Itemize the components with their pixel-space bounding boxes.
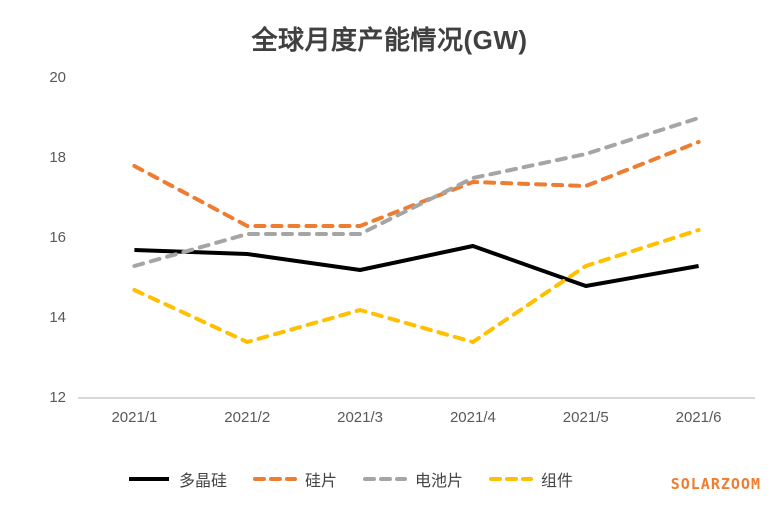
y-tick-label: 12	[49, 389, 66, 406]
legend-swatch-icon	[128, 477, 169, 481]
legend-swatch-icon	[363, 477, 407, 481]
chart-legend: 多晶硅 硅片 电池片 组件	[0, 467, 700, 491]
legend-swatch-icon	[489, 477, 534, 481]
y-tick-label: 20	[49, 69, 66, 86]
chart-title: 全球月度产能情况(GW)	[251, 25, 528, 55]
watermark-logo: SOLARZOOM	[670, 475, 761, 493]
x-tick-label: 2021/4	[449, 409, 496, 426]
legend-item-3: 组件	[489, 467, 573, 491]
x-tick-label: 2021/2	[224, 409, 271, 426]
legend-label: 硅片	[304, 473, 337, 490]
series-line-0	[134, 244, 699, 288]
legend-item-0: 多晶硅	[127, 467, 227, 491]
legend-label: 电池片	[415, 473, 464, 490]
x-tick-label: 2021/1	[111, 409, 158, 426]
series-line-3	[132, 228, 701, 344]
y-tick-label: 14	[49, 309, 66, 326]
legend-label: 组件	[541, 473, 574, 490]
y-tick-label: 16	[49, 229, 66, 246]
x-tick-label: 2021/3	[337, 409, 384, 426]
series-line-2	[132, 116, 701, 268]
y-tick-label: 18	[49, 149, 66, 166]
legend-item-1: 硅片	[252, 467, 337, 491]
x-tick-label: 2021/6	[675, 409, 722, 426]
legend-item-2: 电池片	[363, 467, 463, 491]
legend-label: 多晶硅	[178, 473, 227, 490]
x-tick-label: 2021/5	[562, 409, 609, 426]
legend-swatch-icon	[252, 477, 297, 481]
series-line-1	[132, 140, 701, 228]
